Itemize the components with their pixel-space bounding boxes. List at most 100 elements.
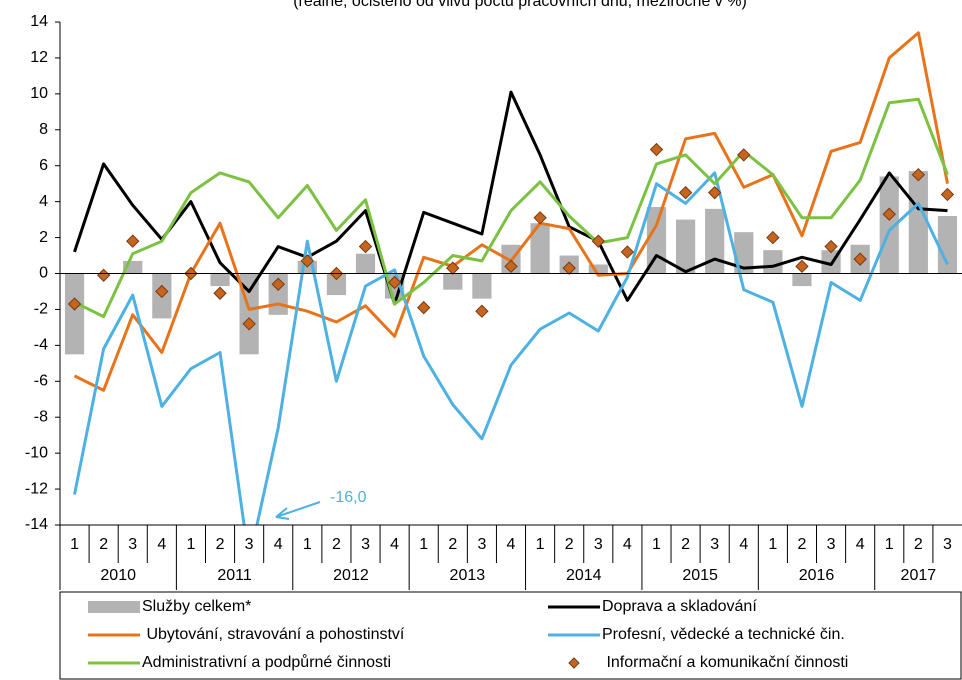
- diamond-marker: [678, 185, 693, 200]
- y-tick-label: -10: [25, 444, 48, 461]
- year-label: 2011: [217, 567, 252, 584]
- diamond-marker: [242, 317, 256, 331]
- bar: [472, 273, 492, 299]
- diamond-marker: [707, 185, 722, 200]
- y-tick-label: -4: [34, 337, 48, 354]
- diamond-marker: [504, 259, 518, 274]
- x-tick-label: 3: [827, 536, 836, 553]
- y-tick-label: 8: [39, 121, 48, 138]
- legend-label: Profesní, vědecké a technické čin.: [602, 626, 845, 643]
- diamond-marker: [824, 239, 838, 254]
- year-label: 2013: [450, 567, 486, 584]
- diamond-marker: [126, 234, 140, 248]
- diamond-marker: [446, 261, 460, 275]
- diamond-marker: [766, 230, 780, 245]
- diamond-marker: [649, 142, 664, 157]
- legend-box: [59, 591, 962, 680]
- x-tick-label: 2: [216, 536, 225, 553]
- x-tick-label: 4: [157, 536, 166, 553]
- x-tick-label: 1: [768, 536, 777, 553]
- line: [73, 90, 948, 306]
- bar: [64, 273, 85, 355]
- x-tick-label: 1: [70, 536, 79, 553]
- x-tick-label: 1: [419, 536, 428, 553]
- x-tick-label: 3: [361, 536, 370, 553]
- x-tick-label: 1: [885, 536, 894, 553]
- diamond-marker: [940, 187, 955, 202]
- diamond-marker: [213, 286, 227, 300]
- x-tick-label: 2: [798, 536, 807, 553]
- legend-swatch: [88, 601, 140, 613]
- legend-label: Informační a komunikační činnosti: [602, 654, 848, 671]
- bar: [326, 273, 347, 296]
- x-tick-label: 1: [186, 536, 195, 553]
- bar: [210, 273, 230, 287]
- x-tick-label: 1: [652, 536, 661, 553]
- y-tick-label: 14: [30, 13, 48, 30]
- bar: [792, 273, 812, 287]
- y-tick-label: -6: [34, 373, 48, 390]
- legend-label: Ubytování, stravování a pohostinství: [142, 626, 405, 643]
- y-tick-label: -12: [25, 480, 48, 497]
- diamond-marker: [67, 297, 82, 311]
- line: [73, 97, 949, 319]
- x-tick-label: 3: [594, 536, 603, 553]
- plot-area: [64, 31, 958, 525]
- diamond-marker: [387, 275, 402, 290]
- x-tick-label: 3: [710, 536, 719, 553]
- bar: [908, 171, 928, 274]
- chart-subtitle: (reálně, očištěno od vlivu počtu pracovn…: [293, 0, 747, 10]
- x-tick-label: 4: [390, 536, 399, 553]
- year-label: 2015: [682, 567, 718, 584]
- year-label: 2016: [799, 567, 835, 584]
- diamond-marker: [882, 207, 896, 221]
- diamond-marker: [591, 234, 605, 248]
- y-tick-label: 2: [39, 229, 48, 246]
- legend-label: Služby celkem*: [142, 598, 251, 615]
- diamond-marker: [795, 259, 809, 274]
- y-tick-label: -14: [25, 516, 48, 533]
- diamond-marker: [562, 261, 576, 275]
- x-tick-label: 2: [681, 536, 690, 553]
- diamond-marker: [271, 277, 285, 291]
- y-tick-label: 12: [30, 49, 48, 66]
- bar: [443, 273, 463, 290]
- diamond-marker: [155, 284, 169, 299]
- annotation: -16,0: [330, 489, 367, 506]
- x-tick-label: 3: [477, 536, 486, 553]
- bar: [355, 253, 376, 274]
- line: [73, 171, 949, 525]
- diamond-marker: [96, 268, 111, 283]
- x-tick-label: 2: [565, 536, 574, 553]
- year-label: 2010: [100, 567, 136, 584]
- y-tick-label: 10: [30, 85, 48, 102]
- y-tick-label: -8: [34, 408, 48, 425]
- year-label: 2017: [901, 567, 937, 584]
- y-tick-label: 0: [39, 265, 48, 282]
- x-tick-label: 2: [332, 536, 341, 553]
- x-tick-label: 3: [943, 536, 952, 553]
- x-tick-label: 3: [245, 536, 254, 553]
- diamond-marker: [417, 300, 431, 315]
- annotation-arrow: [275, 501, 321, 520]
- diamond-marker: [620, 245, 635, 259]
- bar: [879, 176, 899, 274]
- bar: [734, 232, 754, 274]
- x-tick-label: 2: [99, 536, 108, 553]
- y-tick-label: 4: [39, 193, 48, 210]
- year-label: 2012: [333, 567, 369, 584]
- diamond-marker: [853, 252, 867, 266]
- y-tick-label: 6: [39, 157, 48, 174]
- legend-label: Doprava a skladování: [602, 598, 757, 615]
- x-tick-label: 4: [507, 536, 516, 553]
- legend-label: Administrativní a podpůrné činnosti: [142, 653, 391, 671]
- x-tick-label: 4: [739, 536, 748, 553]
- x-tick-label: 4: [856, 536, 865, 553]
- x-tick-label: 1: [536, 536, 545, 553]
- x-tick-label: 3: [128, 536, 137, 553]
- year-label: 2014: [566, 567, 602, 584]
- bar: [588, 264, 608, 274]
- diamond-marker: [475, 304, 489, 318]
- x-tick-label: 4: [623, 536, 632, 553]
